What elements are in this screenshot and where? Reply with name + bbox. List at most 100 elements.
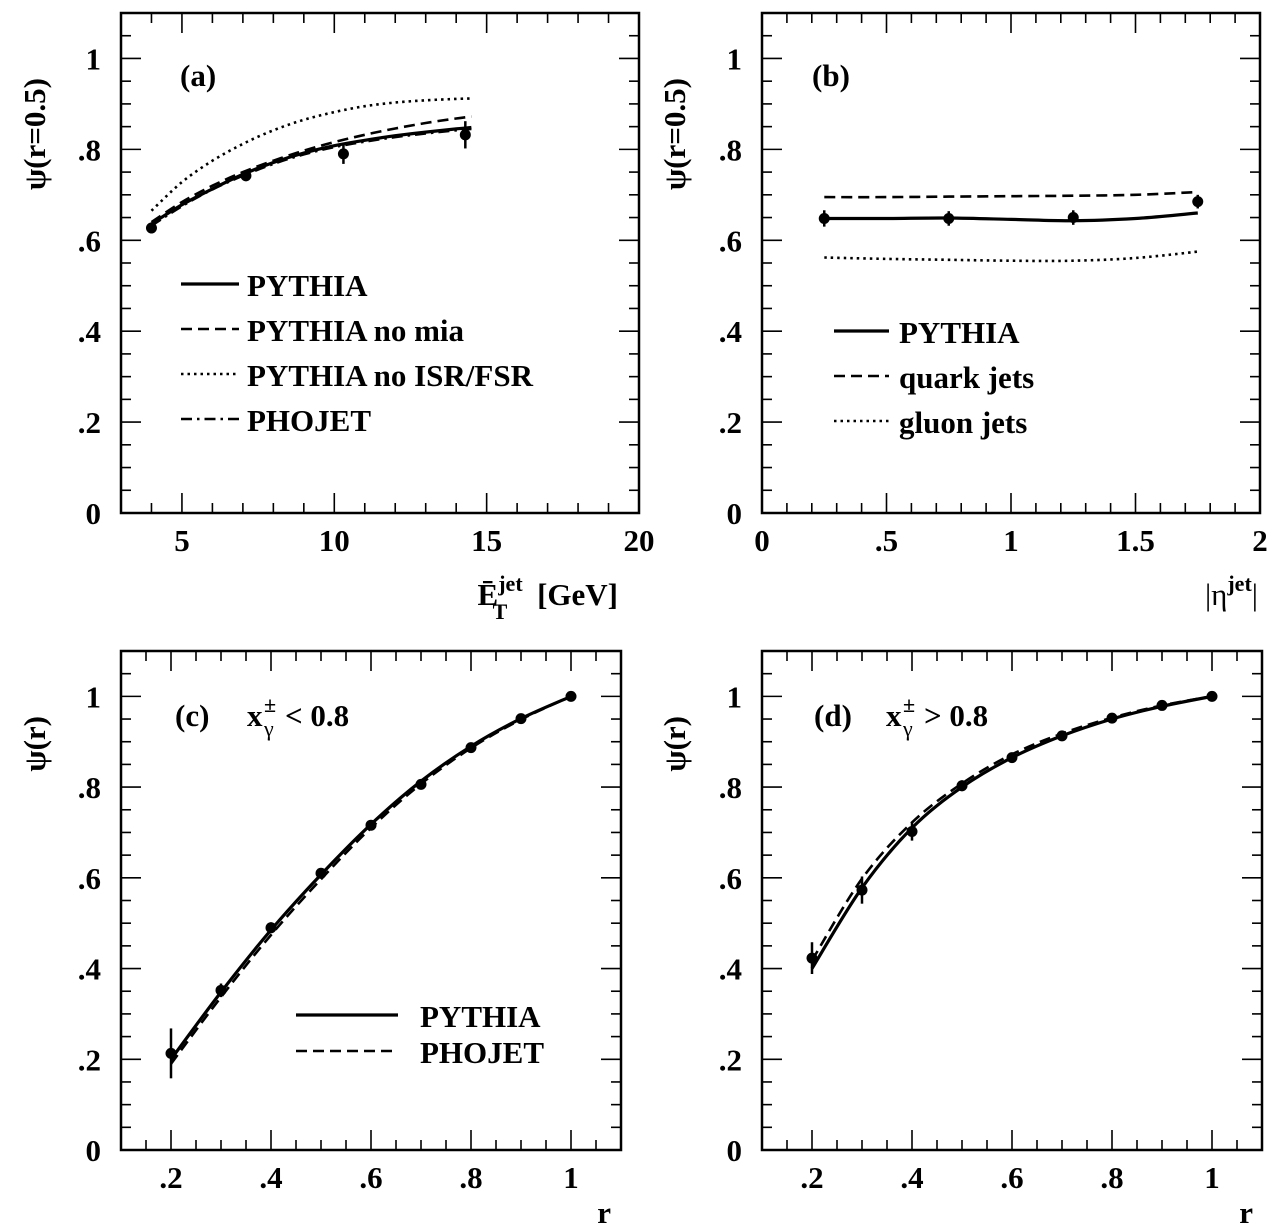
legend-label: PYTHIA [899, 315, 1020, 350]
data-point [165, 1047, 177, 1059]
data-point [365, 819, 377, 831]
data-point [215, 984, 227, 996]
legend-label: quark jets [899, 360, 1034, 395]
data-point [459, 129, 471, 141]
x-tick-label: 15 [471, 523, 502, 558]
y-tick-label: .8 [719, 132, 742, 167]
panel-label: (b) [812, 58, 850, 93]
data-point [943, 212, 955, 224]
y-tick-label: .6 [78, 223, 101, 258]
x-tick-label: 1.5 [1116, 523, 1155, 558]
x-tick-label: .8 [1100, 1160, 1123, 1195]
panel-label: (d) [814, 698, 852, 733]
y-tick-label: 1 [727, 679, 743, 714]
series-phojet-line [810, 695, 1213, 962]
x-tick-label: 5 [174, 523, 190, 558]
x-tick-label: .6 [1000, 1160, 1023, 1195]
data-point [240, 170, 252, 182]
y-tick-label: .6 [78, 861, 101, 896]
data-point [315, 867, 327, 879]
y-tick-label: .4 [719, 952, 742, 987]
x-tick-label: .2 [800, 1160, 823, 1195]
legend-label: PYTHIA [247, 268, 368, 303]
x-tick-label: .4 [900, 1160, 923, 1195]
legend-label: gluon jets [899, 405, 1027, 440]
y-tick-label: .4 [78, 952, 101, 987]
cut-value: > 0.8 [924, 698, 988, 733]
x-axis-title: r [1239, 1195, 1253, 1230]
y-tick-label: 1 [727, 41, 743, 76]
y-tick-label: .4 [719, 314, 742, 349]
y-tick-label: 0 [727, 1133, 743, 1168]
data-point [906, 826, 918, 838]
series-phojet-line [169, 695, 572, 1065]
y-tick-label: .6 [719, 861, 742, 896]
x-tick-label: 0 [754, 523, 770, 558]
y-tick-label: 1 [86, 41, 102, 76]
legend-label: PYTHIA no mia [247, 313, 465, 348]
cut-superscript: ± [264, 692, 276, 717]
data-point [1106, 712, 1118, 724]
data-point [1006, 752, 1018, 764]
panel-label: (a) [180, 58, 216, 93]
y-tick-label: .8 [719, 770, 742, 805]
cut-variable: x [247, 698, 263, 733]
series-pythia-line [824, 211, 1198, 223]
legend-label: PHOJET [247, 403, 371, 438]
x-tick-label: .4 [259, 1160, 282, 1195]
y-tick-label: .2 [719, 405, 742, 440]
y-axis-title: ψ(r) [17, 716, 52, 772]
panel-b: 0 .2 .4 .6 .8 1 0 .5 1 1.5 2 (b) |ηjet| ψ(r=0.5) PYTHI… [657, 11, 1268, 612]
data-point [415, 778, 427, 790]
series-pythia-no-isr-fsr-line [150, 97, 472, 212]
data-point [515, 713, 527, 725]
series-pythia-line [150, 125, 472, 226]
x-tick-label: 10 [319, 523, 350, 558]
panel-a: 0.2.4.6.815 10 15 20(a)Ējet T [GeV]ψ(r=0.5)P… [17, 11, 655, 624]
y-tick-label: .2 [719, 1042, 742, 1077]
data-point [1192, 196, 1204, 208]
x-tick-label: .6 [359, 1160, 382, 1195]
y-tick-label: .2 [78, 405, 101, 440]
x-axis-title: Ējet T [GeV] [478, 571, 618, 624]
y-tick-label: .2 [78, 1042, 101, 1077]
y-axis-title: ψ(r=0.5) [657, 78, 692, 190]
y-tick-label: .4 [78, 314, 101, 349]
cut-superscript: ± [903, 692, 915, 717]
cut-subscript: γ [263, 716, 274, 741]
x-tick-label: .2 [159, 1160, 182, 1195]
data-point [337, 148, 349, 160]
x-tick-label: 1 [1204, 1160, 1220, 1195]
y-tick-label: .8 [78, 132, 101, 167]
data-point [818, 212, 830, 224]
y-tick-label: .6 [719, 223, 742, 258]
x-tick-label: 1 [1003, 523, 1019, 558]
x-tick-label: 20 [624, 523, 655, 558]
data-point [1206, 690, 1218, 702]
data-point [806, 952, 818, 964]
series-pythia-no-mia-line [150, 115, 472, 224]
series-quark-jets-line [824, 190, 1198, 199]
legend-label: PYTHIA no ISR/FSR [247, 358, 534, 393]
x-tick-label: .8 [459, 1160, 482, 1195]
series-pythia-line [169, 694, 572, 1061]
series-gluon-jets-line [824, 250, 1198, 263]
data-point [856, 884, 868, 896]
cut-value: < 0.8 [285, 698, 349, 733]
cut-subscript: γ [902, 716, 913, 741]
panel-c: 0 .2 .4 .6 .8 1 .2 .4 .6 .8 1 (c) x ±γ < 0.8 r ψ(r) PYTHI… [17, 649, 623, 1230]
data-point [1067, 212, 1079, 224]
y-axis-title: ψ(r) [657, 716, 692, 772]
series-pythia-line [810, 694, 1213, 970]
y-tick-label: 0 [86, 496, 102, 531]
x-axis-title: r [597, 1195, 611, 1230]
y-tick-label: 0 [727, 496, 743, 531]
panel-label: (c) [175, 698, 209, 733]
data-point [465, 742, 477, 754]
data-point [1156, 699, 1168, 711]
data-point [565, 690, 577, 702]
y-axis-title: ψ(r=0.5) [17, 78, 52, 190]
y-tick-label: .8 [78, 770, 101, 805]
data-point [956, 780, 968, 792]
